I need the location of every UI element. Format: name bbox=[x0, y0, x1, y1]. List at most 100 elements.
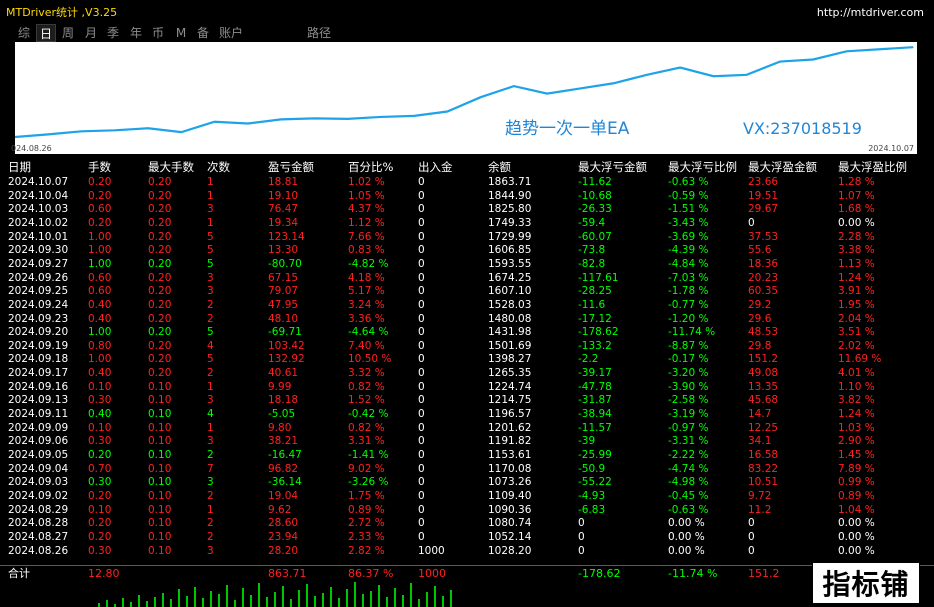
table-row[interactable]: 2024.10.04 0.20 0.20 1 19.10 1.05 % 0 1844.90 -1… bbox=[0, 190, 934, 204]
header-col-max-float-profit[interactable]: 最大浮盈金额 bbox=[748, 160, 817, 174]
header-col-deposit[interactable]: 出入金 bbox=[418, 160, 453, 174]
title-bar: MTDriver统计 ,V3.25 http://mtdriver.com bbox=[0, 0, 934, 22]
tab-path[interactable]: 路径 bbox=[306, 26, 331, 40]
header-col-percent[interactable]: 百分比% bbox=[348, 160, 394, 174]
tab-year[interactable]: 年 bbox=[129, 26, 142, 40]
equity-point bbox=[247, 122, 249, 125]
table-row[interactable]: 2024.09.26 0.60 0.20 3 67.15 4.18 % 0 1674.25 -1… bbox=[0, 272, 934, 286]
table-row[interactable]: 2024.09.05 0.20 0.10 2 -16.47 -1.41 % 0 1153.61… bbox=[0, 449, 934, 463]
table-row[interactable]: 2024.09.16 0.10 0.10 1 9.99 0.82 % 0 1224.74 -47… bbox=[0, 381, 934, 395]
cell-col-profit: -16.47 bbox=[268, 449, 302, 461]
histogram-bar bbox=[338, 598, 340, 607]
total-col-date: 合计 bbox=[8, 567, 30, 580]
cell-col-balance: 1090.36 bbox=[488, 503, 532, 516]
cell-col-profit: 48.10 bbox=[268, 312, 299, 325]
table-row[interactable]: 2024.09.27 1.00 0.20 5 -80.70 -4.82 % 0 1593.55… bbox=[0, 258, 934, 272]
cell-col-profit: 96.82 bbox=[268, 462, 299, 475]
histogram-bar bbox=[130, 602, 132, 607]
table-row[interactable]: 2024.10.07 0.20 0.20 1 18.81 1.02 % 0 1863.71 -1… bbox=[0, 176, 934, 190]
cell-col-deposit: 0 bbox=[418, 503, 425, 516]
cell-col-date: 2024.10.02 bbox=[8, 216, 69, 229]
histogram-bar bbox=[122, 598, 124, 607]
cell-col-max-float-loss: -73.8 bbox=[578, 244, 606, 257]
tab-month[interactable]: 月 bbox=[84, 26, 97, 40]
equity-point bbox=[646, 74, 648, 76]
header-col-count[interactable]: 次数 bbox=[207, 160, 230, 174]
cell-col-max-float-loss-pct: -3.90 % bbox=[668, 380, 709, 393]
equity-point bbox=[879, 48, 881, 50]
cell-col-deposit: 0 bbox=[418, 203, 425, 216]
table-row[interactable]: 2024.09.19 0.80 0.20 4 103.42 7.40 % 0 1501.69 -… bbox=[0, 340, 934, 354]
histogram-bar bbox=[234, 600, 236, 607]
table-row[interactable]: 2024.09.03 0.30 0.10 3 -36.14 -3.26 % 0 1073.26… bbox=[0, 476, 934, 490]
cell-col-count: 3 bbox=[207, 435, 214, 448]
table-row[interactable]: 2024.09.17 0.40 0.20 2 40.61 3.32 % 0 1265.35 -3… bbox=[0, 367, 934, 381]
table-row[interactable]: 2024.09.02 0.20 0.10 2 19.04 1.75 % 0 1109.40 -4… bbox=[0, 490, 934, 504]
cell-col-max-float-loss-pct: -3.43 % bbox=[668, 216, 709, 229]
cell-col-date: 2024.08.27 bbox=[8, 530, 69, 543]
table-row[interactable]: 2024.09.11 0.40 0.10 4 -5.05 -0.42 % 0 1196.57 -… bbox=[0, 408, 934, 422]
table-row[interactable]: 2024.09.09 0.10 0.10 1 9.80 0.82 % 0 1201.62 -11… bbox=[0, 422, 934, 436]
table-row[interactable]: 2024.08.29 0.10 0.10 1 9.62 0.89 % 0 1090.36 -6.… bbox=[0, 504, 934, 518]
tab-account[interactable]: 账户 bbox=[218, 26, 243, 40]
cell-col-balance: 1593.55 bbox=[488, 257, 532, 270]
equity-point bbox=[346, 118, 349, 120]
histogram-bar bbox=[162, 593, 164, 607]
cell-col-max-float-loss-pct: -0.45 % bbox=[668, 489, 709, 502]
cell-col-max-lots: 0.20 bbox=[148, 367, 172, 380]
cell-col-max-lots: 0.10 bbox=[148, 449, 172, 461]
tab-week[interactable]: 周 bbox=[61, 26, 74, 40]
header-col-lots[interactable]: 手数 bbox=[88, 160, 111, 174]
tab-day[interactable]: 日 bbox=[36, 24, 56, 42]
table-row[interactable]: 2024.10.02 0.20 0.20 1 19.34 1.12 % 0 1749.33 -5… bbox=[0, 217, 934, 231]
header-col-date[interactable]: 日期 bbox=[8, 160, 31, 174]
cell-col-count: 3 bbox=[207, 394, 214, 407]
table-row[interactable]: 2024.08.28 0.20 0.10 2 28.60 2.72 % 0 1080.74 0 0… bbox=[0, 517, 934, 531]
header-col-profit[interactable]: 盈亏金额 bbox=[268, 160, 314, 174]
table-row[interactable]: 2024.09.30 1.00 0.20 5 13.30 0.83 % 0 1606.85 -7… bbox=[0, 244, 934, 258]
histogram-bar bbox=[442, 596, 444, 607]
table-row[interactable]: 2024.09.18 1.00 0.20 5 132.92 10.50 % 0 1398.27… bbox=[0, 353, 934, 367]
cell-col-balance: 1607.10 bbox=[488, 285, 532, 298]
header-col-max-float-loss[interactable]: 最大浮亏金额 bbox=[578, 160, 647, 174]
cell-col-max-float-loss: -26.33 bbox=[578, 203, 612, 216]
table-row[interactable]: 2024.09.20 1.00 0.20 5 -69.71 -4.64 % 0 1431.98… bbox=[0, 326, 934, 340]
cell-col-max-float-profit: 0 bbox=[748, 216, 755, 229]
histogram-bar bbox=[258, 583, 260, 607]
website-link[interactable]: http://mtdriver.com bbox=[816, 6, 924, 19]
cell-col-percent: 7.40 % bbox=[348, 339, 385, 352]
histogram-bar bbox=[354, 582, 356, 607]
header-col-balance[interactable]: 余额 bbox=[488, 160, 511, 174]
tab-summary[interactable]: 综 bbox=[17, 26, 30, 40]
cell-col-balance: 1729.99 bbox=[488, 230, 532, 243]
cell-col-max-lots: 0.10 bbox=[148, 476, 172, 489]
tab-quarter[interactable]: 季 bbox=[106, 26, 119, 40]
table-row[interactable]: 2024.10.01 1.00 0.20 5 123.14 7.66 % 0 1729.99 -… bbox=[0, 231, 934, 245]
cell-col-profit: 9.80 bbox=[268, 421, 292, 434]
table-row[interactable]: 2024.09.25 0.60 0.20 3 79.07 5.17 % 0 1607.10 -2… bbox=[0, 285, 934, 299]
table-row[interactable]: 2024.08.27 0.20 0.10 2 23.94 2.33 % 0 1052.14 0 0… bbox=[0, 531, 934, 545]
histogram-bar bbox=[418, 599, 420, 607]
cell-col-percent: 3.31 % bbox=[348, 435, 385, 448]
cell-col-max-float-profit: 18.36 bbox=[748, 257, 779, 270]
table-row[interactable]: 2024.08.26 0.30 0.10 3 28.20 2.82 % 1000 1028.2… bbox=[0, 545, 934, 559]
table-row[interactable]: 2024.09.04 0.70 0.10 7 96.82 9.02 % 0 1170.08 -5… bbox=[0, 463, 934, 477]
cell-col-percent: 2.33 % bbox=[348, 530, 385, 543]
histogram-bar bbox=[146, 601, 148, 607]
cell-col-max-float-loss: -28.25 bbox=[578, 285, 612, 298]
table-row[interactable]: 2024.09.24 0.40 0.20 2 47.95 3.24 % 0 1528.03 -1… bbox=[0, 299, 934, 313]
header-col-max-float-loss-pct[interactable]: 最大浮亏比例 bbox=[668, 160, 737, 174]
tab-currency[interactable]: 币 bbox=[151, 26, 164, 40]
tab-m[interactable]: M bbox=[175, 26, 187, 40]
table-row[interactable]: 2024.09.23 0.40 0.20 2 48.10 3.36 % 0 1480.08 -1… bbox=[0, 313, 934, 327]
header-col-max-float-profit-pct[interactable]: 最大浮盈比例 bbox=[838, 160, 907, 174]
table-row[interactable]: 2024.10.03 0.60 0.20 3 76.47 4.37 % 0 1825.80 -2… bbox=[0, 203, 934, 217]
cell-col-balance: 1109.40 bbox=[488, 489, 532, 502]
table-row[interactable]: 2024.09.06 0.30 0.10 3 38.21 3.31 % 0 1191.82 -3… bbox=[0, 435, 934, 449]
table-row[interactable]: 2024.09.13 0.30 0.10 3 18.18 1.52 % 0 1214.75 -3… bbox=[0, 394, 934, 408]
header-col-max-lots[interactable]: 最大手数 bbox=[148, 160, 194, 174]
tab-notes[interactable]: 备 bbox=[196, 26, 209, 40]
cell-col-max-lots: 0.20 bbox=[148, 353, 172, 366]
cell-col-max-float-profit: 34.1 bbox=[748, 435, 772, 448]
cell-col-max-float-loss: -4.93 bbox=[578, 489, 606, 502]
